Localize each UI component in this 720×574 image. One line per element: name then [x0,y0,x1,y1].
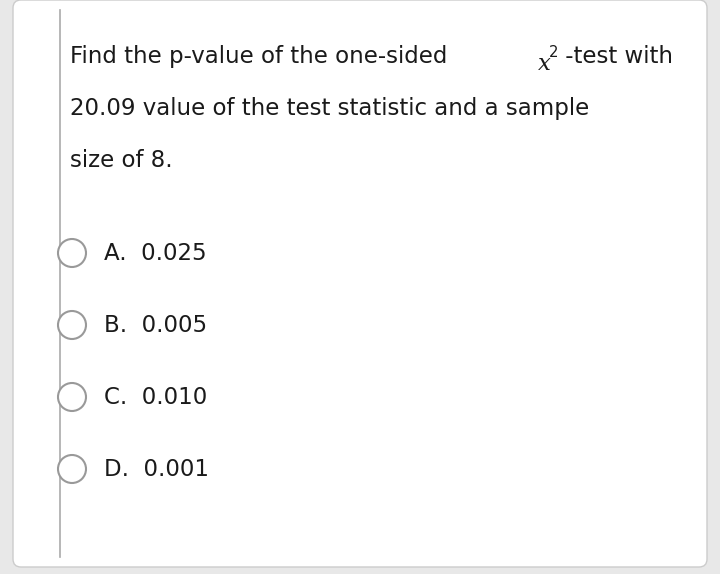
Text: A.  0.025: A. 0.025 [104,242,207,265]
Text: -test with: -test with [558,45,673,68]
Text: 20.09 value of the test statistic and a sample: 20.09 value of the test statistic and a … [70,97,589,120]
Circle shape [58,383,86,411]
FancyBboxPatch shape [13,0,707,567]
Text: x: x [538,53,551,75]
Text: size of 8.: size of 8. [70,149,173,172]
Text: 2: 2 [549,45,559,60]
Circle shape [58,239,86,267]
Circle shape [58,455,86,483]
Text: C.  0.010: C. 0.010 [104,386,207,409]
Circle shape [58,311,86,339]
Text: D.  0.001: D. 0.001 [104,457,209,480]
Text: Find the p-value of the one-sided: Find the p-value of the one-sided [70,45,454,68]
Text: B.  0.005: B. 0.005 [104,313,207,336]
